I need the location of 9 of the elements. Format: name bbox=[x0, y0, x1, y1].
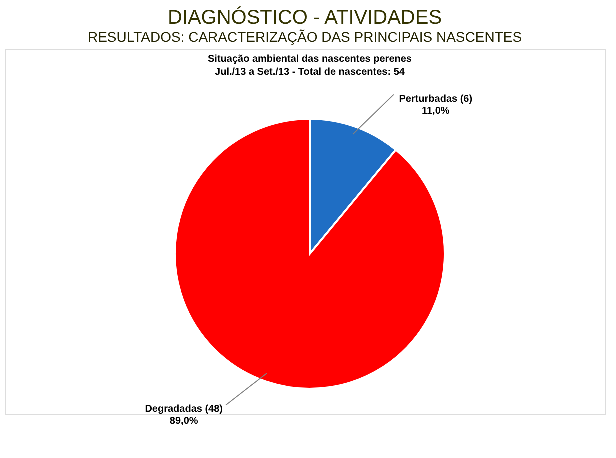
slice-label: Degradadas (48) bbox=[145, 404, 224, 416]
pie-slice bbox=[174, 118, 446, 390]
slice-label: Perturbadas (6) bbox=[399, 94, 473, 105]
data-label: 89,0% bbox=[170, 416, 198, 428]
chart-subtitle: RESULTADOS: CARACTERIZAÇÃO DAS PRINCIPAIS NASCENTES bbox=[88, 29, 522, 45]
text: Situação ambiental das nascentes perenes bbox=[208, 54, 412, 65]
data-label: 11,0% bbox=[422, 106, 450, 117]
text: Jul./13 a Set./13 - Total de nascentes: 54 bbox=[215, 67, 406, 78]
chart-title: DIAGNÓSTICO - ATIVIDADES bbox=[168, 6, 442, 29]
